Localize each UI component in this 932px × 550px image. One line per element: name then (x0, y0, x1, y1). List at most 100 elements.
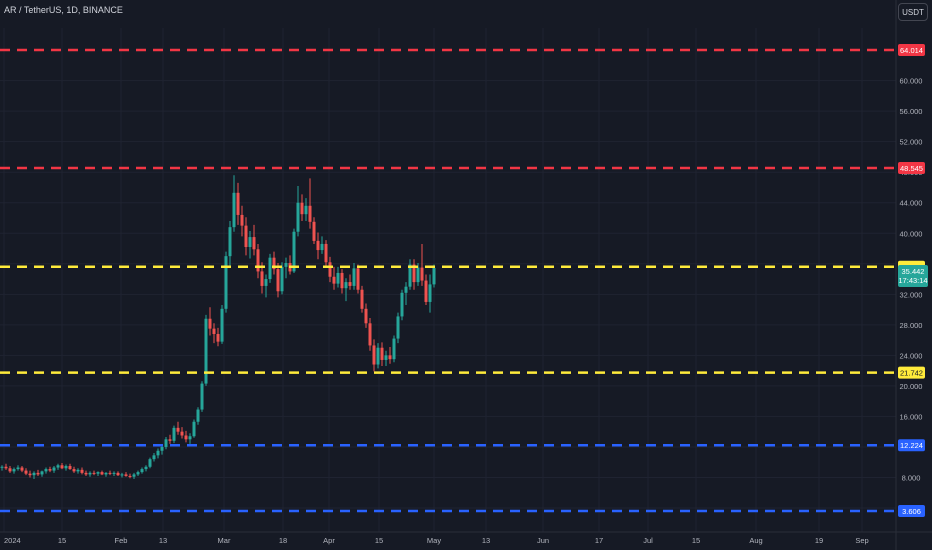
candle-body (340, 272, 344, 289)
candle-body (236, 192, 240, 215)
candle-body (188, 436, 192, 440)
x-tick-label: Mar (218, 536, 231, 545)
candle-body (276, 269, 280, 292)
candle-body (180, 431, 184, 436)
candle-body (312, 221, 316, 241)
candle-body (380, 347, 384, 360)
candle-body (64, 466, 68, 469)
candle-body (336, 272, 340, 284)
level-badge (898, 44, 925, 56)
currency-button[interactable]: USDT (898, 3, 928, 21)
candle-body (300, 202, 304, 215)
x-tick-label: Feb (115, 536, 128, 545)
candle-body (224, 256, 228, 309)
candle-body (432, 268, 436, 285)
candle-body (196, 409, 200, 422)
y-tick-label: 60.000 (900, 77, 923, 86)
candle-body (368, 323, 372, 346)
candle-body (72, 469, 76, 472)
candle-body (136, 472, 140, 475)
level-badge-label: 64.014 (900, 46, 923, 55)
candle-body (360, 289, 364, 309)
candle-body (284, 263, 288, 267)
x-tick-label: Aug (749, 536, 762, 545)
candle-body (112, 472, 116, 474)
candle-body (60, 465, 64, 469)
candle-body (388, 355, 392, 360)
candle-body (384, 355, 388, 360)
candle-body (244, 225, 248, 247)
candle-body (212, 328, 216, 334)
candle-body (296, 202, 300, 232)
candle-body (216, 333, 220, 342)
candle-body (348, 282, 352, 286)
candle-body (192, 421, 196, 437)
candle-body (8, 468, 12, 472)
candle-body (172, 427, 176, 441)
candle-body (108, 472, 112, 474)
candle-body (372, 345, 376, 365)
candle-body (344, 282, 348, 289)
candle-body (76, 469, 80, 472)
candle-body (24, 470, 28, 474)
candle-body (12, 469, 16, 472)
candle-body (304, 205, 308, 215)
candle-body (20, 467, 24, 471)
candle-body (408, 264, 412, 287)
candle-body (176, 427, 180, 432)
y-tick-label: 44.000 (900, 199, 923, 208)
candle-body (324, 243, 328, 263)
candle-body (16, 467, 20, 470)
candle-body (320, 243, 324, 251)
candle-body (148, 459, 152, 467)
candle-body (352, 268, 356, 286)
candle-body (308, 205, 312, 222)
x-tick-label: 15 (58, 536, 66, 545)
candle-body (376, 347, 380, 365)
candle-body (232, 192, 236, 228)
candle-body (400, 292, 404, 317)
y-tick-label: 40.000 (900, 229, 923, 238)
candle-body (144, 466, 148, 470)
candle-body (116, 472, 120, 476)
y-tick-label: 28.000 (900, 321, 923, 330)
symbol-title: AR / TetherUS, 1D, BINANCE (4, 5, 123, 15)
candle-body (104, 472, 108, 475)
candle-body (248, 237, 252, 247)
candle-body (28, 473, 32, 476)
countdown-label: 17:43:14 (898, 276, 927, 285)
candle-body (152, 455, 156, 460)
candle-body (88, 472, 92, 475)
candle-body (412, 264, 416, 283)
level-badge-label: 3.606 (902, 507, 921, 516)
candle-body (120, 474, 124, 476)
x-tick-label: 15 (692, 536, 700, 545)
candle-body (84, 472, 88, 475)
candle-body (40, 471, 44, 475)
level-badge-label: 21.742 (900, 369, 923, 378)
candle-body (140, 469, 144, 473)
x-tick-label: 17 (595, 536, 603, 545)
level-badge-label: 12.224 (900, 441, 923, 450)
candle-body (68, 466, 72, 470)
candle-body (156, 450, 160, 456)
candle-body (272, 257, 276, 270)
candle-body (228, 227, 232, 257)
candle-body (0, 466, 4, 468)
level-badge-label: 48.545 (900, 164, 923, 173)
candle-body (204, 318, 208, 384)
candle-body (364, 308, 368, 324)
candle-body (32, 472, 36, 476)
candle-body (80, 469, 84, 473)
candle-body (92, 472, 96, 474)
candle-body (316, 240, 320, 251)
y-tick-label: 8.000 (902, 473, 921, 482)
y-tick-label: 56.000 (900, 107, 923, 116)
x-tick-label: 2024 (4, 536, 21, 545)
last-price-label: 35.442 (902, 267, 925, 276)
candle-body (160, 446, 164, 451)
candle-body (100, 472, 104, 475)
candle-body (168, 439, 172, 441)
y-tick-label: 24.000 (900, 351, 923, 360)
